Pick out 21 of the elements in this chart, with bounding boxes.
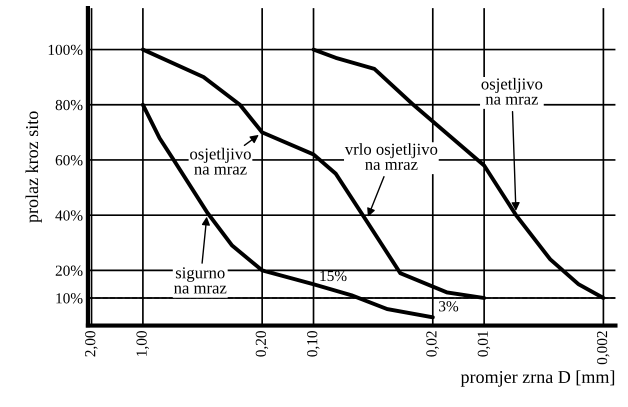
- annotation: osjetljivo na mraz: [190, 148, 251, 175]
- x-tick-label: 1,00: [136, 331, 149, 356]
- y-tick-label: 100%: [48, 44, 83, 56]
- x-tick-label: 0,02: [426, 331, 439, 357]
- x-tick-label: 0,20: [256, 331, 268, 357]
- x-axis-title: promjer zrna D [mm]: [460, 370, 614, 387]
- y-tick-label: 40%: [55, 210, 83, 221]
- x-tick-label: 0,10: [307, 331, 320, 357]
- y-tick-label: 10%: [56, 293, 83, 304]
- y-tick-label: 60%: [56, 155, 83, 166]
- annotation: 3%: [439, 301, 458, 312]
- annotation: vrlo osjetljivo na mraz: [344, 143, 438, 170]
- y-axis-title: prolaz kroz sito: [25, 111, 42, 223]
- annotation: osjetljivo na mraz: [482, 78, 542, 105]
- x-tick-label: 0,002: [596, 331, 610, 364]
- x-tick-label: 2,00: [85, 331, 98, 357]
- annotation: 15%: [320, 270, 347, 282]
- x-tick-label: 0,01: [478, 331, 490, 357]
- annotation: sigurno na mraz: [174, 267, 226, 294]
- y-tick-label: 20%: [56, 266, 83, 276]
- y-tick-label: 80%: [56, 100, 83, 110]
